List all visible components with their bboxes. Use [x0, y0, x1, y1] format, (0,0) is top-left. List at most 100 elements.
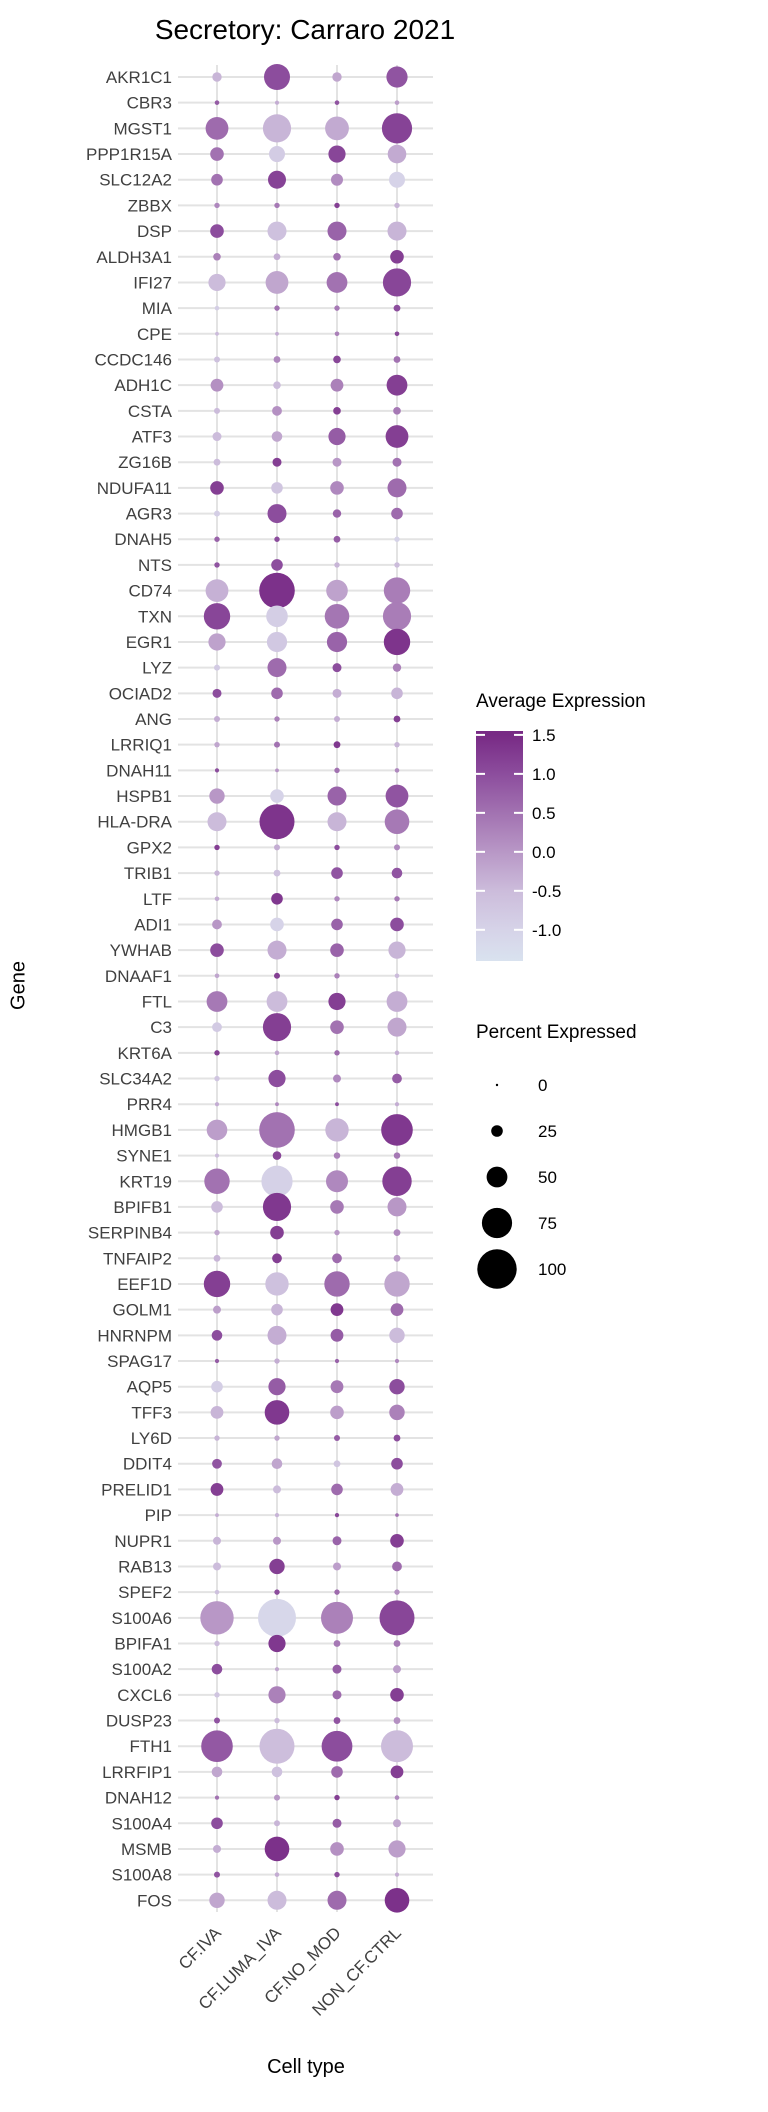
gene-label: CSTA	[128, 402, 173, 421]
dot	[268, 170, 286, 189]
dot	[385, 425, 409, 448]
dot	[381, 1114, 413, 1146]
dot	[203, 603, 231, 630]
dot	[384, 809, 410, 835]
gene-label: S100A2	[112, 1660, 173, 1679]
y-axis-title: Gene	[7, 961, 30, 1010]
dot	[274, 1358, 280, 1364]
dot	[394, 1102, 400, 1107]
dot	[393, 1717, 401, 1724]
gene-label: IFI27	[133, 273, 172, 292]
gene-label: ANG	[135, 710, 172, 729]
dot	[334, 100, 340, 105]
dot	[212, 1022, 222, 1033]
dot	[389, 1378, 405, 1395]
dot	[334, 1589, 340, 1595]
dot	[213, 1305, 221, 1314]
dot	[334, 305, 340, 311]
dot	[210, 943, 224, 957]
dot	[391, 1457, 403, 1470]
gene-label: PPP1R15A	[86, 145, 173, 164]
dot	[393, 1665, 401, 1674]
dot	[388, 1840, 406, 1858]
dot	[271, 559, 283, 571]
dot	[214, 1229, 220, 1236]
dot	[333, 407, 341, 415]
dot	[214, 510, 220, 517]
dot	[384, 1888, 410, 1913]
gene-label: TRIB1	[124, 864, 172, 883]
dot	[267, 1890, 287, 1910]
dot	[392, 457, 402, 467]
dot	[394, 1050, 400, 1056]
dot	[334, 202, 340, 209]
gene-label: ATF3	[132, 428, 172, 447]
gene-label: S100A4	[112, 1814, 173, 1833]
dot	[269, 146, 285, 163]
dot	[331, 173, 343, 186]
dot	[333, 1562, 341, 1571]
dot	[213, 458, 221, 466]
colorbar-tick-label: 1.5	[532, 726, 556, 745]
dot	[274, 844, 280, 851]
dot	[212, 72, 222, 82]
dot	[214, 1153, 220, 1158]
gene-label: SLC12A2	[99, 171, 172, 190]
dot	[334, 716, 340, 723]
dot	[331, 867, 343, 879]
dot	[206, 1119, 228, 1141]
size-legend-dot	[491, 1125, 503, 1137]
dot	[326, 579, 348, 602]
dot	[394, 973, 400, 979]
dot	[214, 202, 220, 209]
dot	[395, 1513, 399, 1517]
dot	[213, 252, 221, 261]
dot	[262, 1013, 292, 1042]
gene-label: S100A8	[112, 1866, 173, 1885]
gene-label: FTH1	[130, 1737, 173, 1756]
dot	[208, 273, 226, 292]
gene-label: HLA-DRA	[97, 813, 172, 832]
dot	[334, 973, 340, 979]
dot	[394, 1795, 400, 1800]
dot	[386, 374, 408, 396]
dot	[393, 1254, 401, 1262]
dot	[334, 331, 340, 337]
dot	[275, 331, 279, 336]
dot	[211, 1201, 223, 1213]
dot	[328, 145, 346, 163]
gene-label: EEF1D	[117, 1275, 172, 1294]
dot	[334, 1358, 340, 1364]
size-legend-label: 0	[538, 1076, 547, 1095]
dot	[321, 1730, 353, 1762]
dot	[271, 687, 283, 700]
gene-label: NTS	[138, 556, 172, 575]
dot	[273, 1536, 281, 1545]
gene-label: PRELID1	[101, 1480, 172, 1499]
dot	[213, 1844, 221, 1853]
dot	[392, 1561, 402, 1572]
dot	[214, 1589, 220, 1595]
dot	[209, 1892, 225, 1909]
dot	[210, 481, 224, 495]
dot	[208, 633, 226, 651]
gene-label: RAB13	[118, 1557, 172, 1576]
dot	[265, 271, 289, 294]
gene-label: CD74	[129, 582, 172, 601]
colorbar-tick-label: 1.0	[532, 765, 556, 784]
dot	[384, 1271, 410, 1297]
dot	[383, 577, 411, 604]
dot	[330, 1405, 344, 1420]
dot	[274, 1512, 280, 1518]
dot	[270, 917, 284, 932]
dot	[334, 767, 340, 774]
dot	[271, 892, 283, 905]
dot	[393, 1819, 401, 1828]
dot	[214, 1435, 220, 1441]
dot	[203, 1270, 231, 1298]
dot	[212, 688, 222, 698]
dot	[335, 1102, 339, 1107]
gene-label: AQP5	[127, 1378, 172, 1397]
dot	[214, 1692, 220, 1698]
dot	[332, 688, 342, 698]
